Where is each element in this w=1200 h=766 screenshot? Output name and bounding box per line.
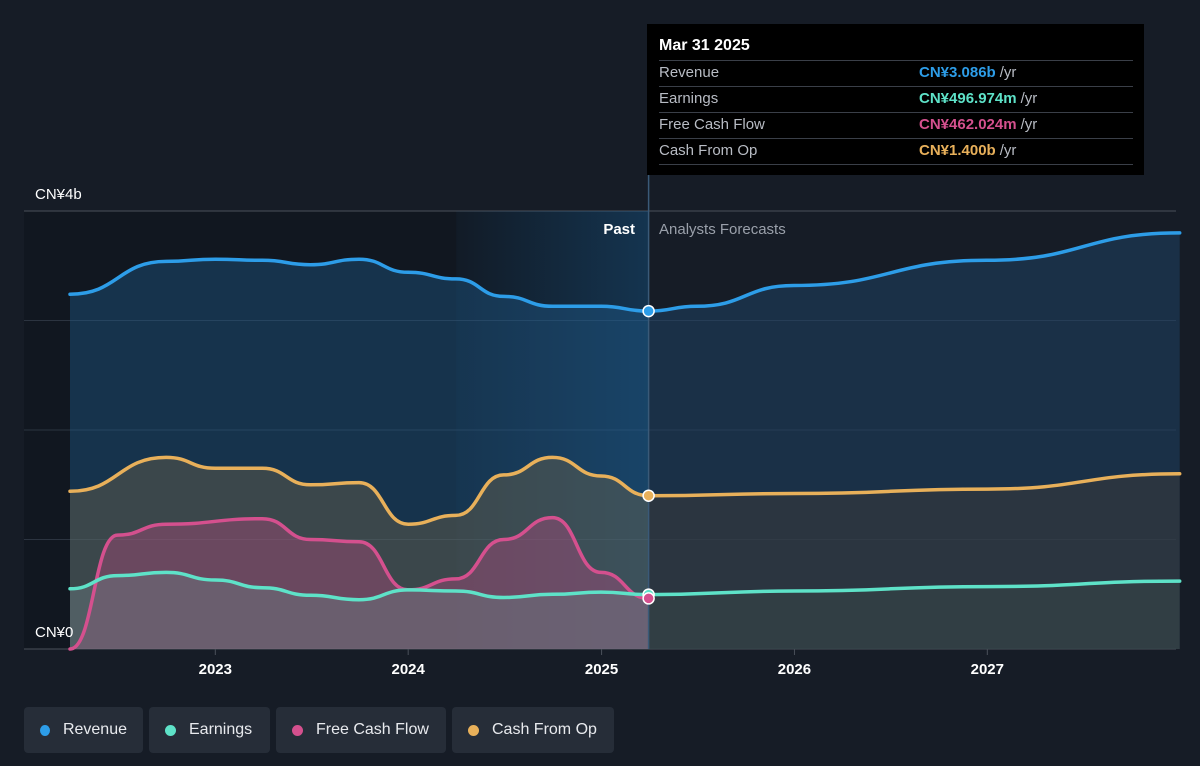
x-tick-label: 2025 (585, 661, 618, 678)
y-tick-label-bottom: CN¥0 (35, 624, 73, 641)
tooltip-unit: /yr (999, 64, 1017, 81)
cash-from-op-forecast-line (646, 472, 1182, 498)
legend-label: Revenue (62, 721, 127, 738)
legend-label: Free Cash Flow (316, 721, 429, 738)
past-label: Past (603, 221, 635, 238)
x-tick-label: 2026 (778, 661, 811, 678)
series-lines (68, 231, 1182, 651)
revenue-marker (642, 304, 655, 318)
tooltip-unit: /yr (999, 142, 1017, 159)
tooltip-value: CN¥3.086b (919, 64, 996, 81)
cash-from-op-forecast-area (648, 473, 1180, 649)
chart-legend: Revenue Earnings Free Cash Flow Cash Fro… (24, 707, 614, 753)
tooltip-label: Revenue (659, 64, 720, 81)
x-tick-label: 2027 (971, 661, 1004, 678)
series-areas (70, 232, 1180, 649)
tooltip-unit: /yr (1020, 90, 1038, 107)
tooltip-row-revenue: Revenue CN¥3.086b /yr (659, 60, 1133, 86)
legend-item-earnings[interactable]: Earnings (149, 707, 270, 753)
revenue-past-area (70, 259, 649, 649)
series-markers (642, 304, 655, 605)
free-cash-flow-past-area (70, 517, 649, 649)
tooltip-row-free-cash-flow: Free Cash Flow CN¥462.024m /yr (659, 112, 1133, 138)
tooltip-row-cash-from-op: Cash From Op CN¥1.400b /yr (659, 138, 1133, 165)
free-cash-flow-line (68, 515, 651, 651)
revenue-forecast-line (646, 231, 1182, 313)
tooltip-value: CN¥1.400b (919, 142, 996, 159)
tooltip-value: CN¥496.974m (919, 90, 1017, 107)
tooltip-value: CN¥462.024m (919, 116, 1017, 133)
legend-dot-icon (468, 724, 479, 736)
legend-item-free-cash-flow[interactable]: Free Cash Flow (276, 707, 446, 753)
cash-from-op-past-area (70, 457, 649, 649)
free-cash-flow-marker (642, 592, 655, 605)
legend-label: Earnings (189, 721, 253, 738)
data-tooltip: Mar 31 2025 Revenue CN¥3.086b /yr Earnin… (647, 24, 1144, 175)
legend-dot-icon (292, 724, 303, 736)
chart-canvas: CN¥4b CN¥0 Past Analysts Forecasts 2023 2… (24, 175, 1182, 678)
earnings-forecast-area (648, 581, 1180, 649)
tooltip-unit: /yr (1020, 116, 1038, 133)
earnings-forecast-line (646, 579, 1182, 597)
cash-from-op-marker (642, 489, 655, 502)
tooltip-label: Free Cash Flow (659, 116, 765, 133)
x-tick-label: 2023 (199, 661, 232, 678)
x-axis-ticks: 2023 2024 2025 2026 2027 (199, 649, 1004, 678)
tooltip-row-earnings: Earnings CN¥496.974m /yr (659, 86, 1133, 112)
earnings-past-area (70, 572, 649, 649)
forecast-label: Analysts Forecasts (659, 221, 786, 238)
revenue-line (68, 257, 651, 313)
legend-item-revenue[interactable]: Revenue (24, 707, 143, 753)
earnings-line (68, 570, 651, 602)
legend-dot-icon (165, 724, 176, 736)
tooltip-label: Cash From Op (659, 142, 758, 159)
legend-item-cash-from-op[interactable]: Cash From Op (452, 707, 614, 753)
legend-label: Cash From Op (492, 721, 597, 738)
tooltip-label: Earnings (659, 90, 719, 107)
x-tick-label: 2024 (391, 661, 425, 678)
legend-dot-icon (40, 724, 50, 736)
y-tick-label-top: CN¥4b (35, 186, 82, 203)
tooltip-date: Mar 31 2025 (659, 37, 750, 54)
cash-from-op-line (68, 455, 651, 526)
